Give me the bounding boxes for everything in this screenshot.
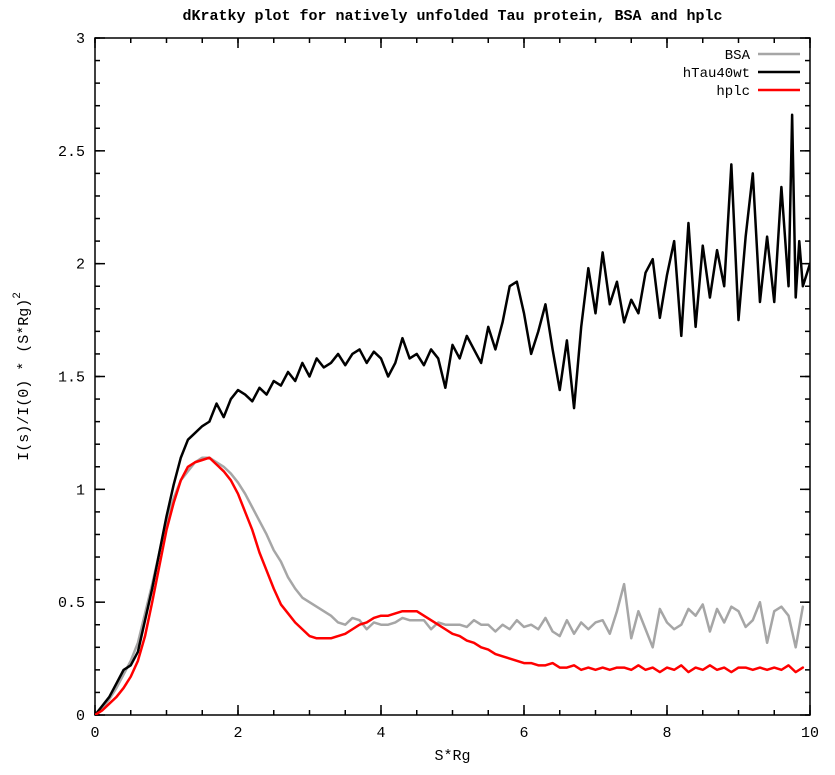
x-tick-label: 2 (233, 725, 242, 742)
legend-label: hplc (716, 84, 750, 100)
y-axis-label: I(s)/I(0) * (S*Rg)2 (12, 292, 33, 461)
y-tick-label: 0.5 (58, 595, 85, 612)
x-tick-label: 6 (519, 725, 528, 742)
y-tick-label: 3 (76, 31, 85, 48)
chart-title: dKratky plot for natively unfolded Tau p… (182, 8, 722, 25)
chart-container: dKratky plot for natively unfolded Tau p… (0, 0, 835, 775)
x-tick-label: 10 (801, 725, 819, 742)
kratky-plot: dKratky plot for natively unfolded Tau p… (0, 0, 835, 775)
x-tick-label: 4 (376, 725, 385, 742)
y-tick-label: 1.5 (58, 370, 85, 387)
x-tick-label: 0 (90, 725, 99, 742)
y-tick-label: 0 (76, 708, 85, 725)
y-tick-label: 1 (76, 482, 85, 499)
legend-label: BSA (725, 48, 751, 64)
legend-label: hTau40wt (683, 66, 750, 82)
x-axis-label: S*Rg (434, 748, 470, 765)
y-tick-label: 2.5 (58, 144, 85, 161)
x-tick-label: 8 (662, 725, 671, 742)
y-tick-label: 2 (76, 257, 85, 274)
